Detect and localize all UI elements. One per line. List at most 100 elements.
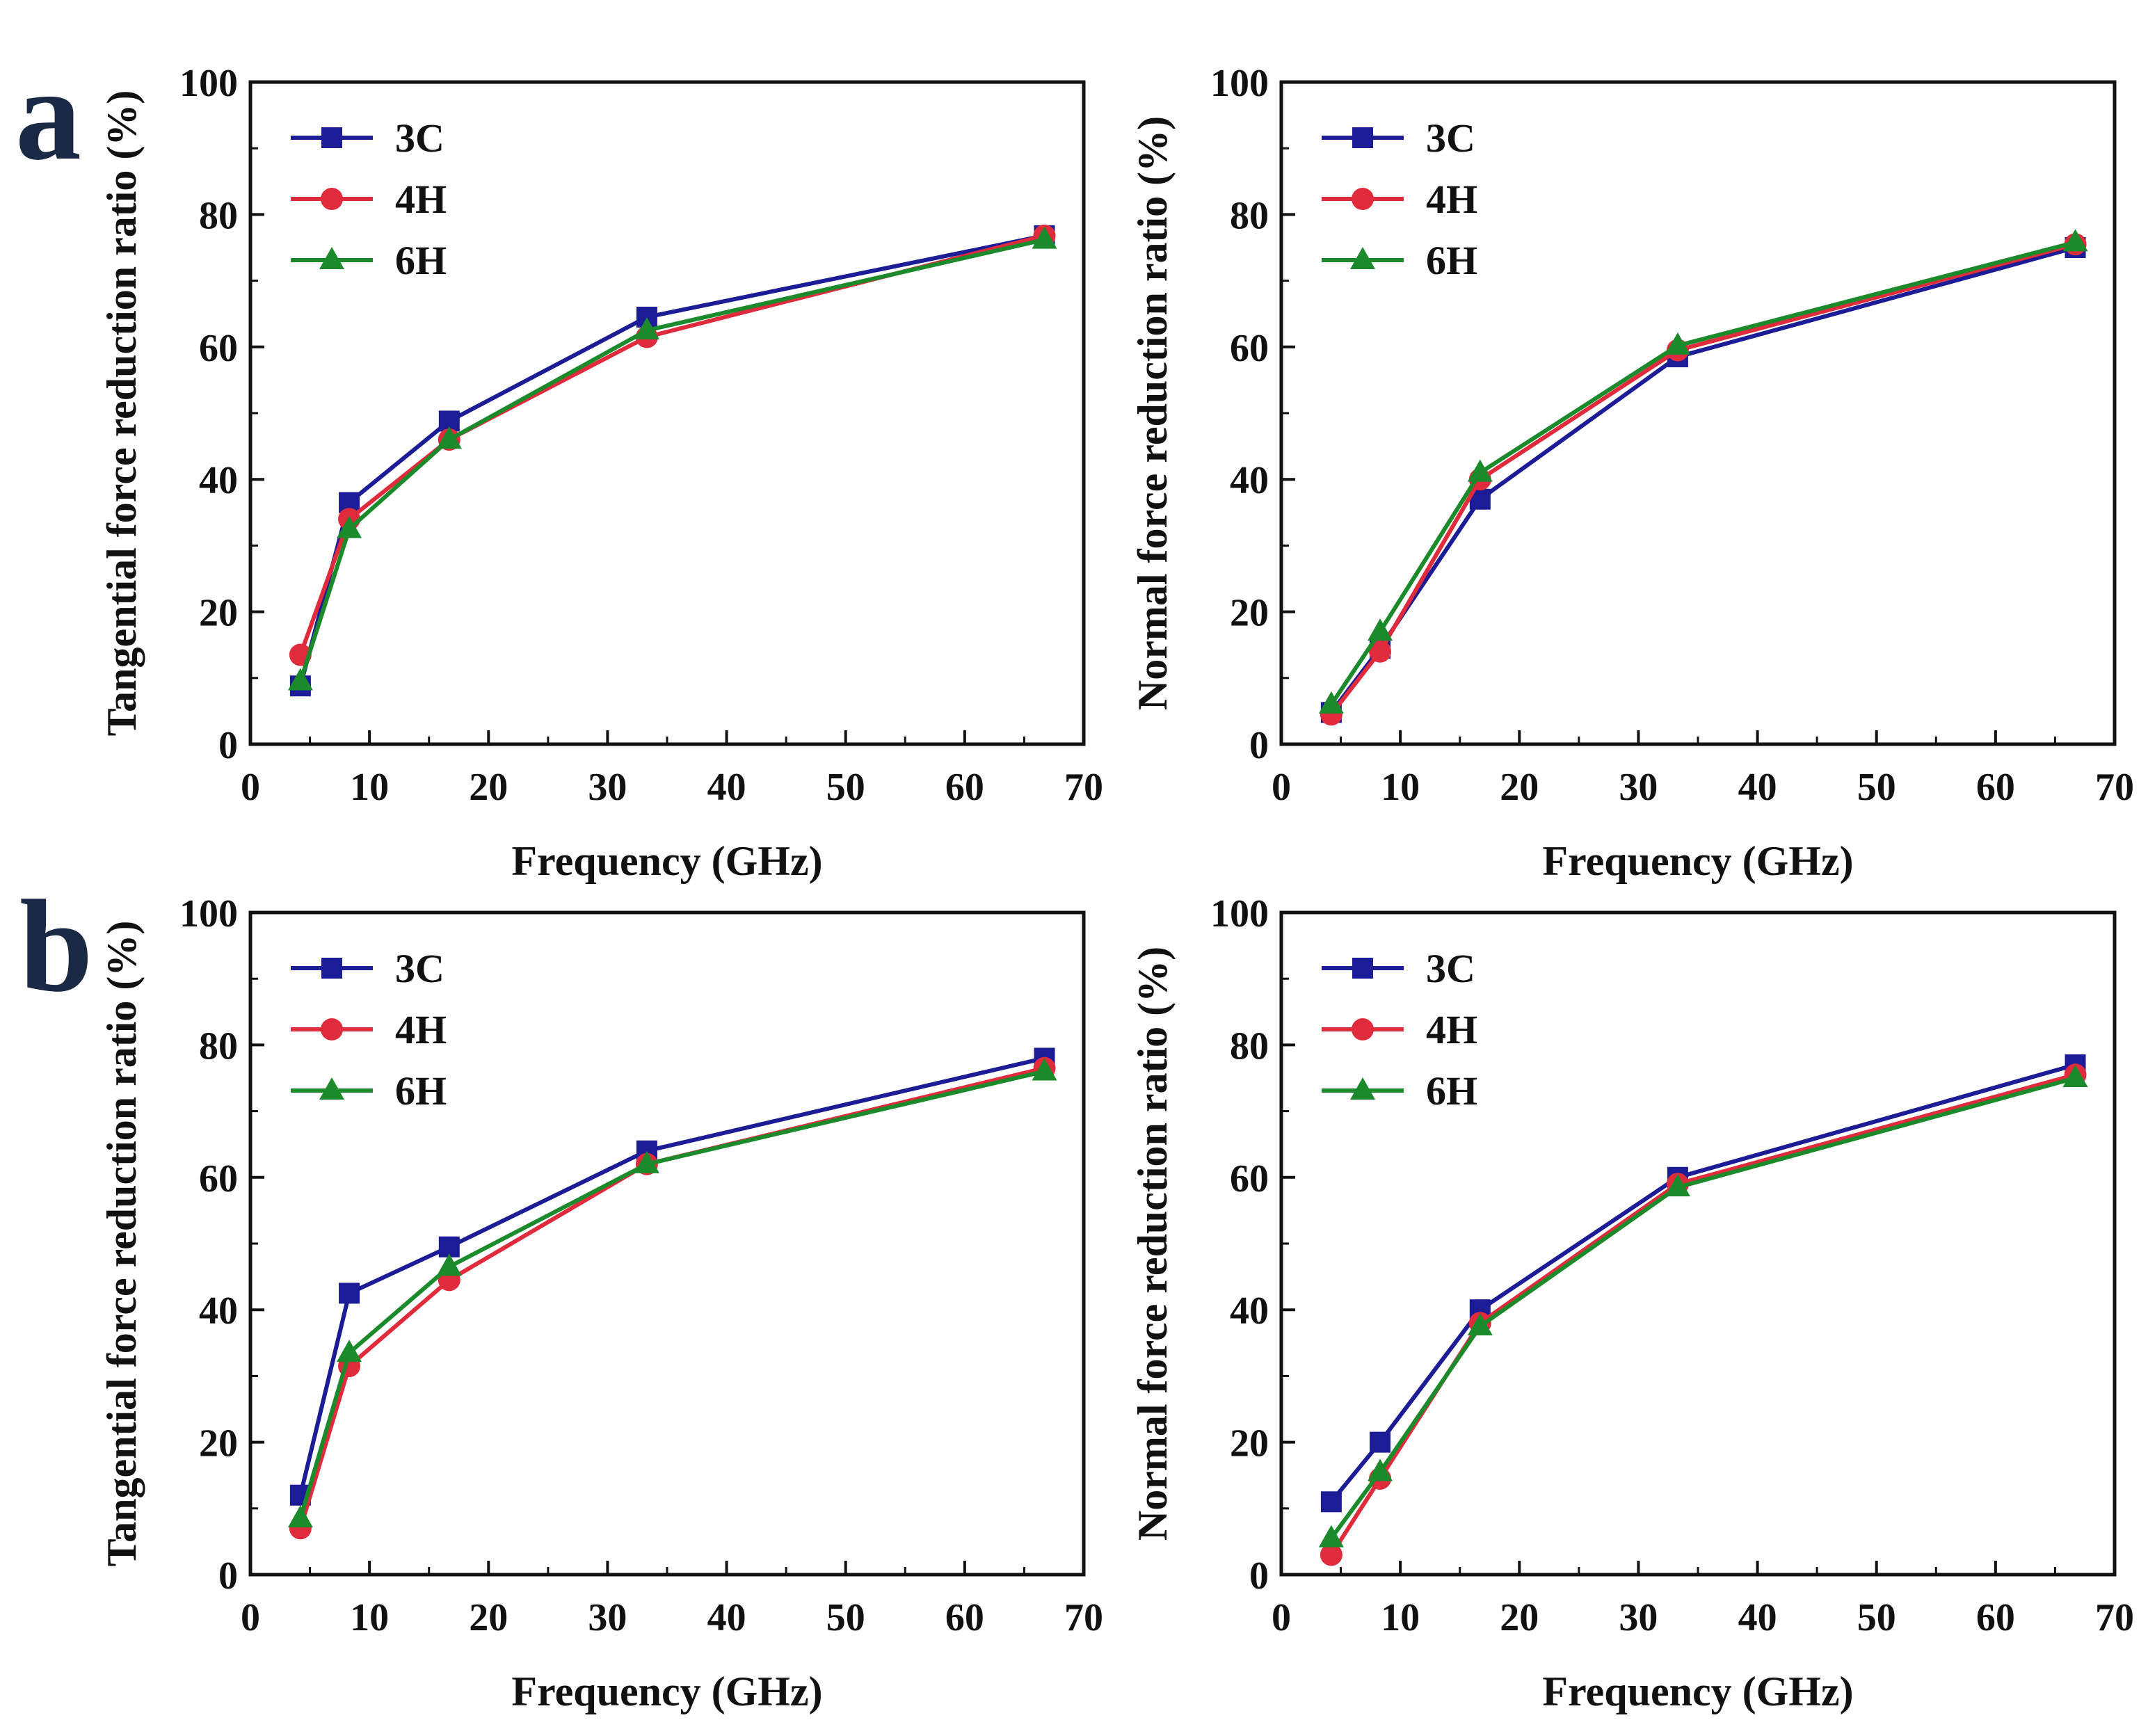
y-tick-label: 60: [199, 327, 238, 370]
series-line-3C: [298, 233, 1045, 686]
legend-marker-3C: [321, 127, 342, 148]
x-axis-title: Frequency (GHz): [1542, 1669, 1853, 1714]
series-line-3C: [298, 1056, 1045, 1496]
legend-marker-4H: [1352, 1018, 1374, 1040]
data-point-6H: [436, 426, 462, 449]
panel-label-a: a: [15, 42, 81, 188]
x-tick-label: 20: [1500, 766, 1539, 809]
x-tick-label: 60: [945, 1596, 984, 1639]
series-line-4H: [1329, 242, 2076, 716]
series-line-3C: [1329, 246, 2076, 714]
x-tick-label: 10: [350, 766, 389, 809]
legend-label-3C: 3C: [395, 946, 444, 991]
x-axis-title: Frequency (GHz): [511, 838, 822, 884]
y-tick-label: 80: [199, 194, 238, 237]
data-point-6H: [1665, 1174, 1690, 1197]
y-tick-label: 100: [179, 62, 238, 105]
plot-frame: [248, 80, 1086, 746]
data-point-3C: [1320, 1491, 1342, 1513]
x-tick-label: 30: [588, 766, 627, 809]
y-tick-label: 20: [1230, 592, 1269, 635]
legend-label-3C: 3C: [395, 115, 444, 161]
x-tick-label: 20: [469, 1596, 508, 1639]
x-tick-label: 50: [1857, 1596, 1896, 1639]
y-axis-title: Normal force reduction ratio (%): [1130, 947, 1176, 1541]
y-tick-label: 60: [1230, 1157, 1269, 1200]
data-point-6H: [1032, 1058, 1057, 1081]
data-point-3C: [1370, 1431, 1391, 1453]
x-tick-label: 60: [1976, 1596, 2015, 1639]
data-point-4H: [1369, 640, 1392, 663]
legend-marker-4H: [321, 188, 343, 210]
y-tick-label: 60: [1230, 327, 1269, 370]
legend-label-6H: 6H: [1426, 1068, 1477, 1114]
x-tick-label: 0: [1272, 1596, 1291, 1639]
data-point-6H: [1368, 1458, 1393, 1481]
data-point-6H: [1318, 1525, 1344, 1548]
y-tick-label: 80: [1230, 194, 1269, 237]
legend-label-6H: 6H: [395, 238, 447, 283]
legend-marker-3C: [321, 958, 342, 979]
x-tick-label: 50: [826, 766, 865, 809]
y-tick-label: 100: [179, 892, 238, 935]
x-tick-label: 30: [1619, 766, 1658, 809]
chart-4: 0 10 20 30 40 50 60 70 0 20 40 60 80 100 Frequency (GH…: [1130, 892, 2134, 1714]
y-axis-title: Tangential force reduction ratio (%): [99, 90, 145, 737]
x-axis-title: Frequency (GHz): [511, 1669, 822, 1714]
legend-label-4H: 4H: [1426, 1007, 1477, 1052]
x-tick-label: 70: [2095, 766, 2134, 809]
x-tick-label: 70: [1064, 1596, 1103, 1639]
x-tick-label: 30: [1619, 1596, 1658, 1639]
y-tick-label: 60: [199, 1157, 238, 1200]
y-tick-label: 40: [199, 459, 238, 502]
data-point-6H: [634, 317, 659, 339]
y-tick-label: 20: [199, 1422, 238, 1465]
series-line-4H: [298, 233, 1045, 656]
chart-3: 0 10 20 30 40 50 60 70 0 20 40 60 80 100 Frequency (GH…: [99, 892, 1103, 1714]
y-tick-label: 0: [1249, 724, 1269, 767]
y-tick-label: 20: [1230, 1422, 1269, 1465]
y-tick-label: 20: [199, 592, 238, 635]
y-axis-title: Tangential force reduction ratio (%): [99, 921, 145, 1567]
x-tick-label: 70: [2095, 1596, 2134, 1639]
legend-marker-6H: [1350, 1077, 1375, 1100]
data-point-6H: [436, 1253, 462, 1276]
legend-marker-4H: [1352, 188, 1374, 210]
x-tick-label: 50: [1857, 766, 1896, 809]
data-point-6H: [1032, 226, 1057, 249]
data-point-6H: [634, 1150, 659, 1173]
data-point-3C: [339, 1283, 360, 1304]
panel-label-b: b: [19, 874, 93, 1020]
x-tick-label: 0: [1272, 766, 1291, 809]
series-line-6H: [298, 1069, 1045, 1519]
y-tick-label: 80: [199, 1024, 238, 1068]
x-tick-label: 20: [469, 766, 508, 809]
x-tick-label: 10: [350, 1596, 389, 1639]
y-tick-label: 100: [1210, 62, 1269, 105]
y-tick-label: 0: [218, 724, 238, 767]
data-point-6H: [337, 1340, 362, 1363]
series-line-3C: [1329, 1063, 2076, 1504]
chart-2: 0 10 20 30 40 50 60 70 0 20 40 60 80 100 Frequency (GH…: [1130, 62, 2134, 884]
plot-frame: [248, 910, 1086, 1577]
x-tick-label: 40: [1738, 766, 1777, 809]
x-tick-label: 20: [1500, 1596, 1539, 1639]
y-tick-label: 40: [1230, 1289, 1269, 1333]
legend-marker-6H: [319, 247, 344, 269]
y-axis-title: Normal force reduction ratio (%): [1130, 116, 1176, 710]
legend-marker-4H: [321, 1018, 343, 1040]
y-tick-label: 0: [1249, 1554, 1269, 1598]
data-point-6H: [337, 515, 362, 538]
series-line-6H: [298, 237, 1045, 682]
legend-label-4H: 4H: [395, 177, 447, 222]
y-tick-label: 80: [1230, 1024, 1269, 1068]
legend-label-3C: 3C: [1426, 115, 1475, 161]
data-point-6H: [2062, 229, 2088, 252]
x-tick-label: 40: [707, 1596, 746, 1639]
legend-label-6H: 6H: [395, 1068, 447, 1114]
x-tick-label: 0: [241, 766, 260, 809]
data-point-6H: [1318, 691, 1344, 714]
plot-frame: [1279, 910, 2117, 1577]
legend-marker-6H: [319, 1077, 344, 1100]
